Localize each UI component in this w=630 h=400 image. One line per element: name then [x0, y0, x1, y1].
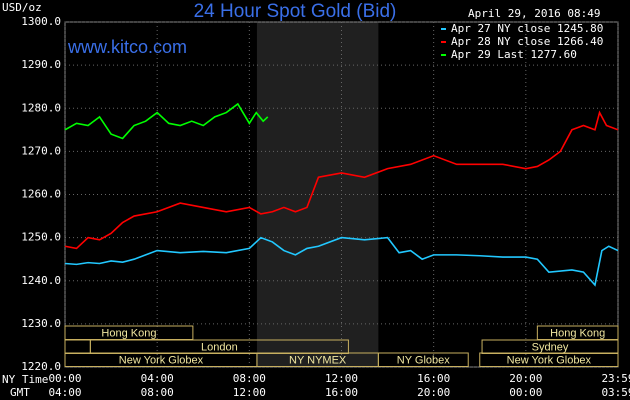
x-axis-label: NY Time	[2, 373, 48, 386]
x-tick-label: 00:00	[48, 372, 81, 385]
x2-tick-label: 04:00	[48, 386, 81, 399]
x-tick-label: 12:00	[325, 372, 358, 385]
session-box	[377, 352, 469, 367]
session-label: New York Globex	[119, 355, 204, 367]
x-tick-label: 04:00	[141, 372, 174, 385]
legend-label: Apr 29 Last 1277.60	[451, 48, 577, 61]
x2-axis-label: GMT	[10, 386, 30, 399]
y-tick-label: 1290.0	[21, 58, 61, 71]
y-tick-label: 1220.0	[21, 360, 61, 373]
y-axis-label: USD/oz	[2, 1, 42, 14]
y-tick-label: 1270.0	[21, 144, 61, 157]
x-tick-label: 08:00	[233, 372, 266, 385]
session-label: Sydney	[532, 342, 569, 354]
session-label: NY Globex	[397, 355, 450, 367]
y-tick-label: 1230.0	[21, 317, 61, 330]
y-tick-label: 1280.0	[21, 101, 61, 114]
session-label: Hong Kong	[550, 328, 605, 340]
session-label: New York Globex	[507, 355, 592, 367]
session-box	[64, 339, 91, 354]
session-label: London	[201, 342, 238, 354]
session-label: NY NYMEX	[289, 355, 347, 367]
x-tick-label: 20:00	[509, 372, 542, 385]
series-line	[64, 110, 619, 250]
source: www.kitco.com	[67, 37, 187, 57]
y-tick-label: 1300.0	[21, 15, 61, 28]
y-tick-label: 1250.0	[21, 231, 61, 244]
timestamp: April 29, 2016 08:49	[468, 7, 600, 20]
y-tick-label: 1260.0	[21, 188, 61, 201]
x2-tick-label: 03:59	[601, 386, 630, 399]
session-label: Hong Kong	[101, 328, 156, 340]
x-tick-label: 23:59	[601, 372, 630, 385]
legend-label: Apr 28 NY close 1266.40	[451, 35, 603, 48]
x2-tick-label: 00:00	[509, 386, 542, 399]
session-box	[479, 352, 619, 367]
legend-swatch	[441, 54, 446, 56]
x2-tick-label: 12:00	[233, 386, 266, 399]
x2-tick-label: 20:00	[417, 386, 450, 399]
y-tick-label: 1240.0	[21, 274, 61, 287]
chart-title: 24 Hour Spot Gold (Bid)	[194, 1, 397, 22]
x2-tick-label: 08:00	[141, 386, 174, 399]
legend-swatch	[441, 41, 446, 43]
legend-swatch	[441, 28, 446, 30]
series-line	[64, 102, 269, 140]
x-tick-label: 16:00	[417, 372, 450, 385]
x2-tick-label: 16:00	[325, 386, 358, 399]
series-line	[64, 236, 619, 287]
legend-label: Apr 27 NY close 1245.80	[451, 22, 603, 35]
